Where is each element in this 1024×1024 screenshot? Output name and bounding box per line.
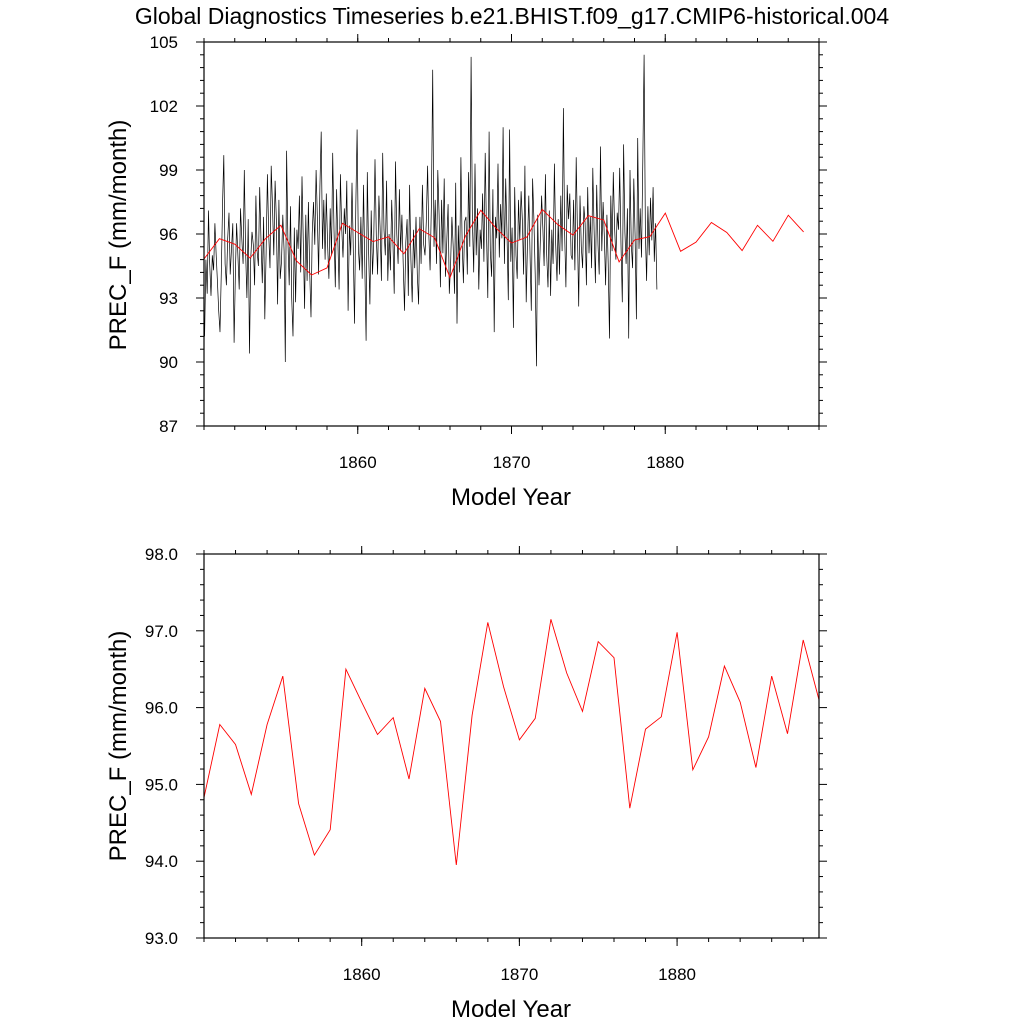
- bottom-y-tick-label: 96.0: [145, 699, 178, 718]
- top-y-tick-label: 96: [159, 225, 178, 244]
- top-x-tick-label: 1880: [646, 453, 684, 472]
- top-y-axis-label: PREC_F (mm/month): [105, 120, 132, 351]
- top-series-annual-mean: [203, 208, 804, 279]
- top-y-tick-label: 99: [159, 161, 178, 180]
- top-x-tick-label: 1870: [493, 453, 531, 472]
- top-y-tick-label: 90: [159, 353, 178, 372]
- top-y-tick-label: 93: [159, 289, 178, 308]
- bottom-y-tick-label: 95.0: [145, 775, 178, 794]
- bottom-x-tick-label: 1860: [343, 965, 381, 984]
- bottom-plot-frame: [203, 553, 820, 939]
- bottom-y-tick-label: 93.0: [145, 929, 178, 948]
- bottom-y-tick-label: 94.0: [145, 852, 178, 871]
- top-y-tick-label: 105: [150, 33, 178, 52]
- bottom-x-tick-label: 1870: [500, 965, 538, 984]
- top-panel: PREC_F (mm/month) Model Year 87 90 93 96 99 1…: [105, 33, 827, 511]
- top-x-tick-label: 1860: [339, 453, 377, 472]
- top-x-axis-label: Model Year: [451, 484, 571, 511]
- top-y-tick-label: 102: [150, 97, 178, 116]
- top-plot-frame: [203, 41, 820, 427]
- bottom-y-tick-label: 97.0: [145, 622, 178, 641]
- figure-title: Global Diagnostics Timeseries b.e21.BHIS…: [135, 3, 889, 29]
- bottom-series-annual-mean: [203, 619, 820, 866]
- bottom-x-axis-label: Model Year: [451, 996, 571, 1023]
- top-series-monthly: [204, 54, 658, 367]
- bottom-panel: PREC_F (mm/month) Model Year 93.0 94.0 95.…: [105, 545, 827, 1023]
- bottom-y-axis-label: PREC_F (mm/month): [105, 631, 132, 862]
- top-y-tick-label: 87: [159, 417, 178, 436]
- bottom-y-tick-label: 98.0: [145, 545, 178, 564]
- bottom-x-tick-label: 1880: [658, 965, 696, 984]
